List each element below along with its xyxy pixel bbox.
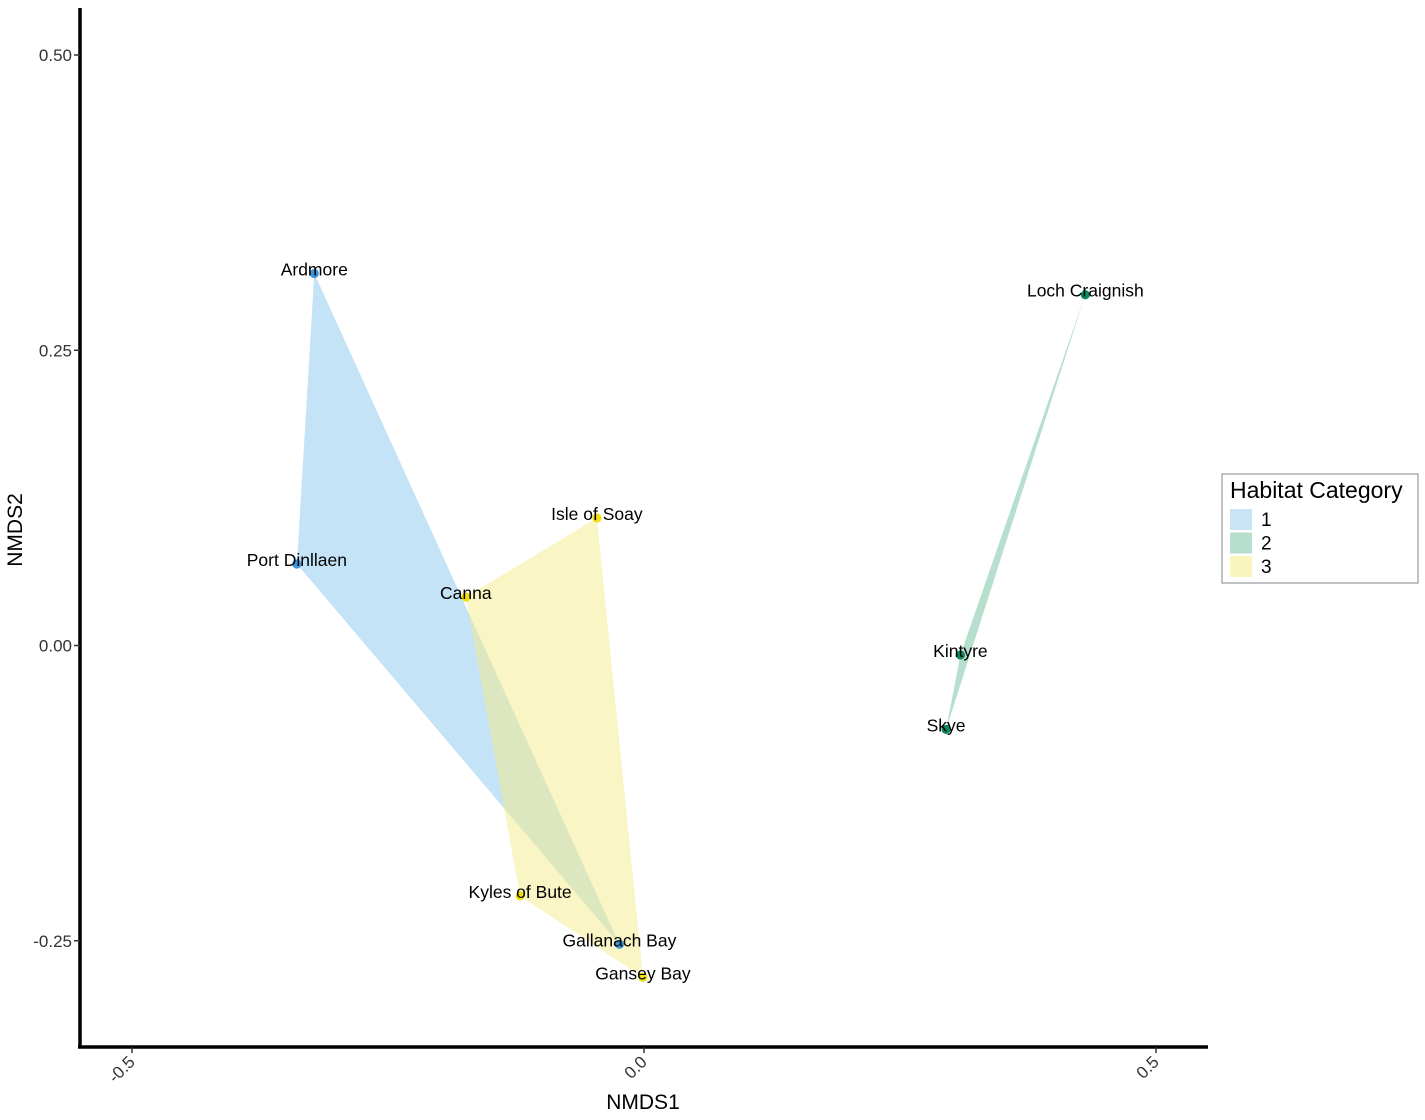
point-label: Skye <box>927 715 966 735</box>
point-label: Canna <box>440 583 492 603</box>
hull-group-2 <box>946 294 1086 730</box>
x-tick-label: 0.0 <box>621 1052 651 1082</box>
point-label: Loch Craignish <box>1027 281 1144 301</box>
x-tick-label: 0.5 <box>1133 1052 1163 1082</box>
data-point <box>638 972 648 982</box>
data-point <box>309 268 319 279</box>
data-point <box>292 559 302 569</box>
data-point <box>461 592 471 602</box>
point-label: Gansey Bay <box>595 963 691 983</box>
point-label: Kintyre <box>933 641 987 661</box>
data-point <box>515 891 525 901</box>
legend-box <box>1221 473 1419 584</box>
legend-key <box>1230 556 1252 577</box>
point-label: Ardmore <box>281 259 348 279</box>
legend-label: 3 <box>1261 557 1272 578</box>
point-label: Gallanach Bay <box>563 930 677 950</box>
point-label: Port Dinllaen <box>247 550 347 570</box>
legend-title: Habitat Category <box>1230 477 1403 503</box>
x-axis-title: NMDS1 <box>606 1091 680 1114</box>
data-point <box>614 939 625 949</box>
data-point <box>1080 290 1090 300</box>
point-label: Kyles of Bute <box>469 882 572 902</box>
y-tick-label: 0.50 <box>39 46 72 65</box>
legend-key <box>1230 509 1252 530</box>
y-tick-label: 0.00 <box>39 637 72 656</box>
data-point <box>592 513 602 523</box>
hull-layer <box>296 273 1086 978</box>
hull-group-3 <box>465 518 643 978</box>
point-labels-layer: Ardmore Port Dinllaen Gallanach Bay Loch Cr… <box>247 259 1144 983</box>
data-point <box>941 724 951 734</box>
legend: Habitat Category 1 23 <box>1221 473 1419 584</box>
legend-label: 2 <box>1261 534 1272 555</box>
points-layer <box>292 268 1090 982</box>
y-tick-label: 0.25 <box>39 341 72 360</box>
legend-label: 1 <box>1261 510 1272 531</box>
y-axis-title: NMDS2 <box>4 493 27 567</box>
y-tick-label: -0.25 <box>33 932 72 951</box>
legend-key <box>1230 532 1252 554</box>
x-tick-label: -0.5 <box>105 1052 139 1086</box>
data-point <box>955 650 966 660</box>
point-label: Isle of Soay <box>551 504 643 524</box>
